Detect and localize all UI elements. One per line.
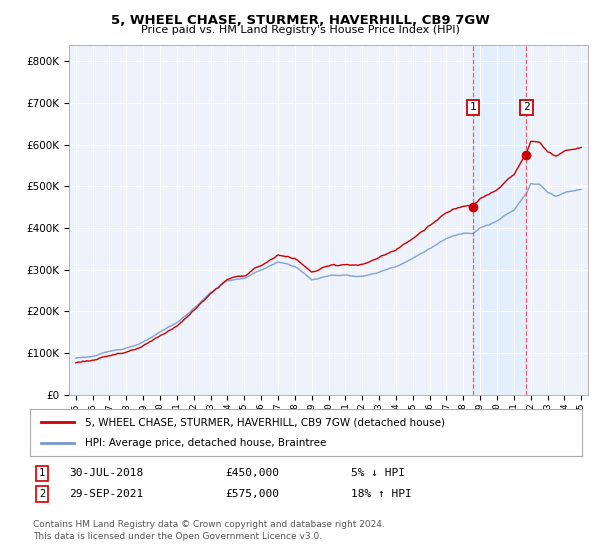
- Text: 5, WHEEL CHASE, STURMER, HAVERHILL, CB9 7GW (detached house): 5, WHEEL CHASE, STURMER, HAVERHILL, CB9 …: [85, 417, 445, 427]
- Text: Contains HM Land Registry data © Crown copyright and database right 2024.
This d: Contains HM Land Registry data © Crown c…: [33, 520, 385, 541]
- Text: 2: 2: [39, 489, 45, 499]
- Text: 18% ↑ HPI: 18% ↑ HPI: [351, 489, 412, 499]
- Text: 2: 2: [523, 102, 530, 113]
- Text: 29-SEP-2021: 29-SEP-2021: [69, 489, 143, 499]
- Text: 5, WHEEL CHASE, STURMER, HAVERHILL, CB9 7GW: 5, WHEEL CHASE, STURMER, HAVERHILL, CB9 …: [110, 14, 490, 27]
- Text: £450,000: £450,000: [225, 468, 279, 478]
- Text: 5% ↓ HPI: 5% ↓ HPI: [351, 468, 405, 478]
- Text: 1: 1: [39, 468, 45, 478]
- Text: HPI: Average price, detached house, Braintree: HPI: Average price, detached house, Brai…: [85, 438, 326, 448]
- Text: £575,000: £575,000: [225, 489, 279, 499]
- Text: 30-JUL-2018: 30-JUL-2018: [69, 468, 143, 478]
- Bar: [473, 45, 526, 395]
- Text: Price paid vs. HM Land Registry's House Price Index (HPI): Price paid vs. HM Land Registry's House …: [140, 25, 460, 35]
- Text: 1: 1: [470, 102, 476, 113]
